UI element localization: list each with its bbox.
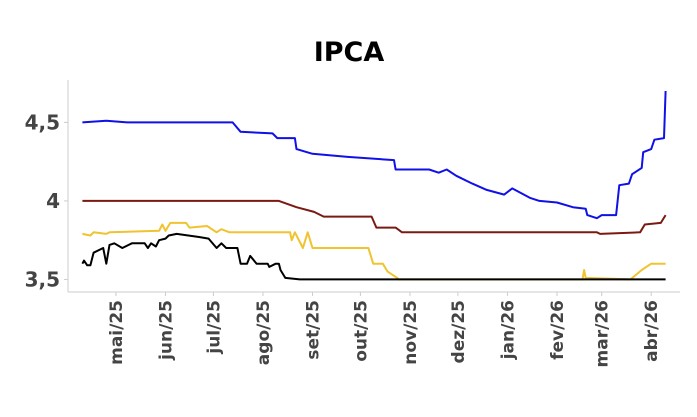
x-tick-label: dez/25 xyxy=(449,300,469,363)
x-tick-label: jun/25 xyxy=(156,300,176,361)
x-tick-label: abr/26 xyxy=(642,300,662,362)
x-tick-label: mar/26 xyxy=(593,300,613,367)
series-line-1 xyxy=(82,199,667,235)
y-tick-label: 4 xyxy=(46,189,60,213)
x-tick-label: mai/25 xyxy=(107,300,127,365)
series-line-0 xyxy=(82,90,667,220)
chart-title: IPCA xyxy=(314,37,385,68)
x-tick-label: jan/26 xyxy=(498,300,518,360)
series-line-2 xyxy=(82,221,666,281)
x-tick-label: out/25 xyxy=(351,300,371,362)
x-tick-label: nov/25 xyxy=(401,300,421,365)
x-tick-label: ago/25 xyxy=(254,300,274,365)
x-tick-label: jul/25 xyxy=(204,300,224,355)
x-tick-label: set/25 xyxy=(303,300,323,360)
series-line-3 xyxy=(81,232,666,281)
x-tick-label: fev/26 xyxy=(548,300,568,360)
x-ticks: mai/25 jun/25 jul/25 ago/25 set/25 out/25 nov/… xyxy=(107,292,662,367)
y-ticks: 3,5 4 4,5 xyxy=(25,110,68,291)
series-lines xyxy=(81,90,667,281)
y-tick-label: 3,5 xyxy=(25,267,60,291)
y-tick-label: 4,5 xyxy=(25,110,60,134)
